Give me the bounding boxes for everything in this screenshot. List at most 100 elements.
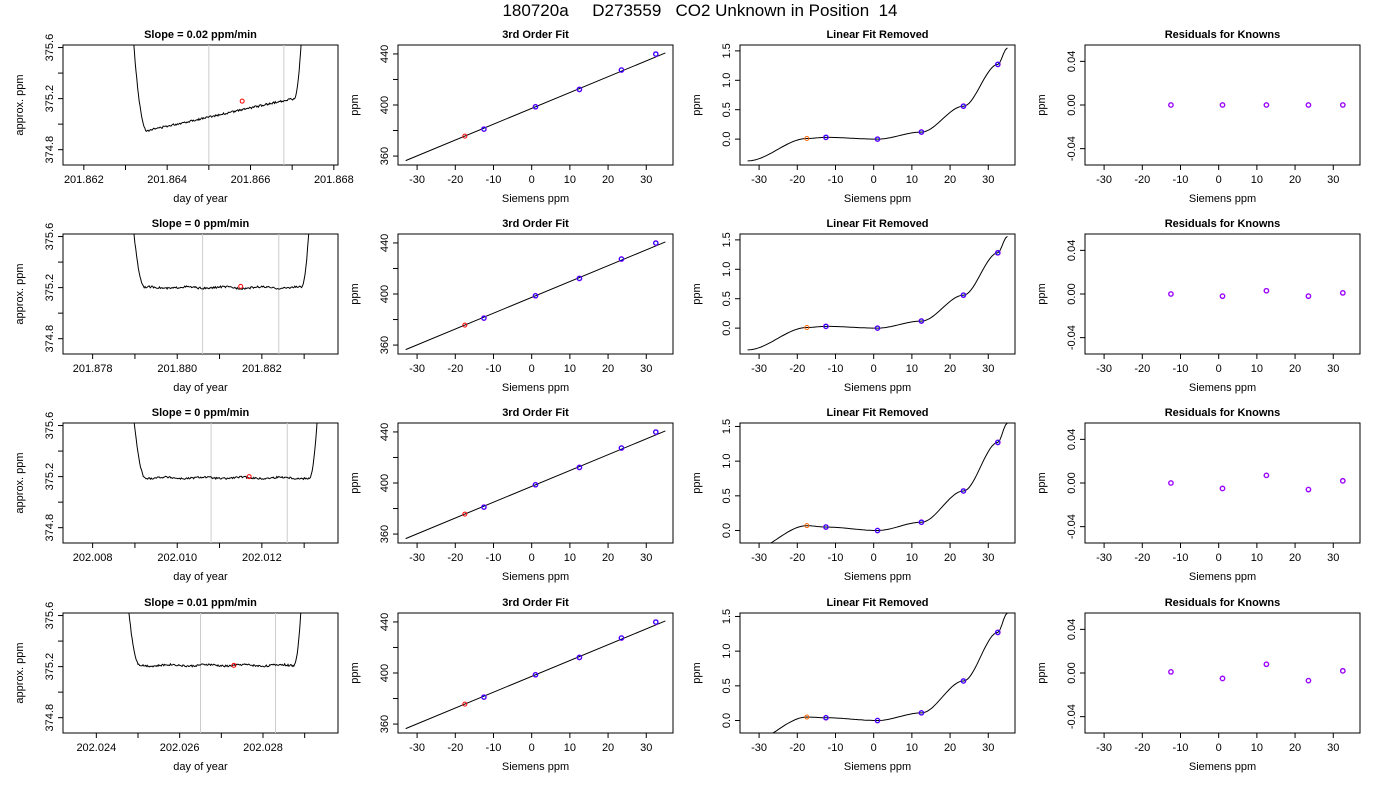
panel-title: Residuals for Knowns: [1165, 597, 1281, 609]
y-axis-label: approx. ppm: [14, 74, 26, 135]
y-tick-label: 1.0: [721, 454, 733, 469]
data-point-outline: [618, 67, 625, 73]
x-tick-label: -30: [751, 742, 767, 754]
data-point-outline: [652, 51, 659, 57]
x-tick-label: 20: [1289, 742, 1301, 754]
y-axis-label: ppm: [349, 283, 361, 304]
y-tick-label: 0.5: [721, 488, 733, 503]
panel-3-4: Residuals for Knowns -30 -20 -10 0 10 20 30 Siem…: [1036, 407, 1361, 583]
x-tick-label: 10: [906, 742, 918, 754]
y-tick-label: 0.04: [1066, 240, 1078, 261]
y-axis-label: ppm: [691, 283, 703, 304]
data-point: [576, 86, 582, 92]
data-point: [618, 67, 624, 73]
x-tick-label: 30: [640, 742, 652, 754]
x-tick-label: 30: [982, 363, 994, 375]
x-tick-label: -20: [1134, 552, 1150, 564]
data-point: [823, 323, 829, 329]
x-tick-label: 10: [1251, 742, 1263, 754]
data-point: [1168, 480, 1174, 486]
y-tick-label: 375.6: [44, 602, 56, 630]
x-tick-label: -10: [1173, 552, 1189, 564]
data-point-outline: [532, 103, 539, 110]
x-tick-label: -30: [751, 552, 767, 564]
data-point-outline: [994, 439, 1001, 446]
panel-2-4: Residuals for Knowns -30 -20 -10 0 10 20 30 Siem…: [1036, 218, 1361, 394]
panel-2-1: Slope = 0 ppm/min 201.878 201.880 201.882 da…: [14, 218, 339, 394]
fit-line: [405, 241, 666, 351]
y-tick-label: 440: [379, 234, 391, 252]
data-point-outline: [576, 464, 583, 471]
data-point: [481, 504, 487, 510]
x-tick-label: 30: [1327, 552, 1339, 564]
trace-line: [133, 234, 310, 291]
fit-curve: [769, 423, 1008, 543]
x-tick-label: -30: [1096, 363, 1112, 375]
y-tick-label: 400: [379, 664, 391, 682]
x-tick-label: 0: [871, 363, 877, 375]
x-tick-label: 30: [640, 174, 652, 186]
x-tick-label: -20: [789, 174, 805, 186]
data-point: [875, 528, 880, 534]
data-point: [1168, 291, 1174, 297]
data-point-outline: [481, 126, 487, 133]
data-point: [576, 654, 582, 660]
panel-1-1: Slope = 0.02 ppm/min 201.862 201.864 201.86…: [14, 29, 354, 205]
y-tick-label: 374.8: [44, 325, 56, 353]
data-point-outline: [874, 136, 881, 143]
panel-title: 3rd Order Fit: [502, 218, 569, 230]
panel-1-4: Residuals for Knowns -30 -20 -10 0 10 20 30 Siem…: [1036, 29, 1361, 205]
fit-line: [405, 620, 666, 730]
data-point: [1340, 478, 1346, 484]
x-tick-label: -20: [447, 363, 463, 375]
y-tick-label: 360: [379, 147, 391, 165]
x-tick-label: 20: [944, 363, 956, 375]
x-tick-label: -20: [789, 742, 805, 754]
x-tick-label: -20: [789, 363, 805, 375]
x-axis-label: Siemens ppm: [1189, 193, 1256, 205]
data-point-outline: [874, 325, 881, 332]
data-point: [462, 322, 468, 328]
data-point-outline: [652, 240, 659, 246]
data-point: [533, 672, 538, 678]
x-axis-label: Siemens ppm: [502, 761, 569, 773]
y-axis-label: ppm: [691, 94, 703, 115]
fit-curve: [772, 613, 1008, 733]
data-point-outline: [532, 292, 539, 299]
x-axis-label: Siemens ppm: [1189, 761, 1256, 773]
y-tick-label: -0.04: [1066, 136, 1078, 161]
data-point: [462, 511, 468, 517]
y-tick-label: 360: [379, 525, 391, 543]
data-point: [653, 51, 659, 57]
x-tick-label: 201.862: [64, 174, 104, 186]
mean-marker: [238, 283, 244, 289]
x-tick-label: 10: [1251, 174, 1263, 186]
fit-line: [405, 52, 666, 162]
x-tick-label: 20: [944, 552, 956, 564]
x-tick-label: 30: [640, 552, 652, 564]
x-tick-label: 0: [529, 174, 535, 186]
data-point-outline: [994, 61, 1001, 68]
y-tick-label: 440: [379, 423, 391, 441]
x-tick-label: 30: [1327, 742, 1339, 754]
data-point: [462, 701, 468, 707]
y-tick-label: 400: [379, 474, 391, 492]
x-tick-label: 0: [1216, 363, 1222, 375]
data-point-outline: [823, 524, 829, 530]
data-point: [1220, 102, 1225, 108]
x-tick-label: 201.866: [231, 174, 271, 186]
x-tick-label: 0: [529, 363, 535, 375]
y-tick-label: 0.00: [1066, 472, 1078, 493]
data-point: [995, 439, 1001, 445]
y-tick-label: 1.5: [721, 419, 733, 434]
x-tick-label: 30: [640, 363, 652, 375]
x-tick-label: -30: [409, 742, 425, 754]
x-tick-label: 0: [1216, 742, 1222, 754]
data-point-outline: [576, 654, 583, 661]
data-point-outline: [1263, 287, 1270, 294]
x-tick-label: 0: [1216, 174, 1222, 186]
data-point: [1340, 668, 1346, 674]
data-point: [1305, 487, 1311, 493]
data-point: [576, 464, 582, 470]
x-axis-label: day of year: [173, 382, 228, 394]
